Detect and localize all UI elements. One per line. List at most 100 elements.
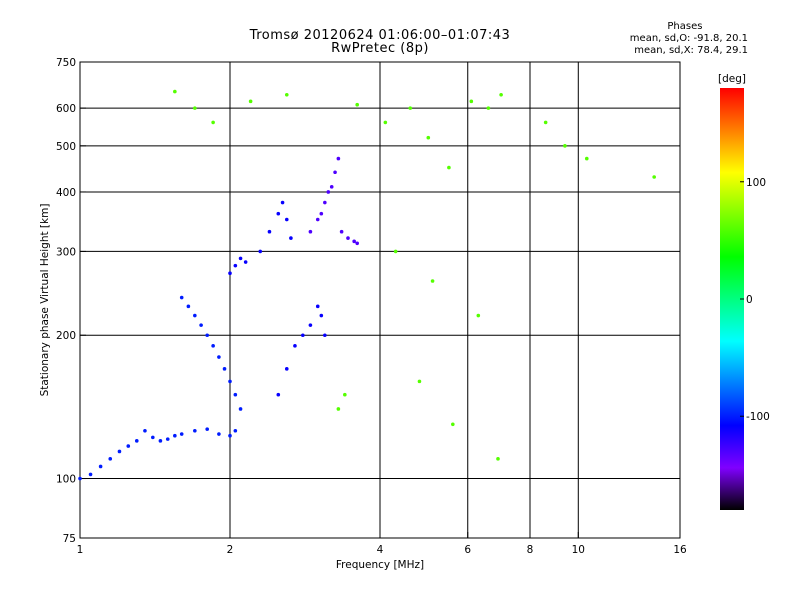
x-tick-label: 8 [527,544,534,556]
data-point [78,476,82,481]
data-point [336,407,341,411]
data-point [193,428,197,433]
chart-subtitle: RwPretec (8p) [331,41,429,56]
data-point [333,170,337,175]
data-point [276,211,281,216]
data-point [584,156,589,161]
y-tick-label: 600 [56,103,76,115]
data-point [315,304,320,309]
data-point [329,185,334,189]
data-point [393,249,398,254]
y-axis-title: Stationary phase Virtual Height [km] [39,204,51,397]
data-point [193,106,197,110]
data-point [476,313,481,318]
y-tick-label: 200 [56,330,76,342]
data-point [301,333,305,338]
data-point [243,260,248,264]
colorbar-tick-label: 100 [746,177,766,189]
data-point [323,333,327,338]
data-point [408,106,413,110]
data-point [173,433,177,438]
data-point [543,120,548,125]
data-point [238,256,243,261]
x-tick-label: 2 [227,544,234,556]
data-point [284,92,289,97]
data-point [258,249,263,254]
data-point [563,144,567,148]
data-point [126,444,131,448]
data-point [315,217,320,222]
y-tick-label: 400 [56,187,76,199]
data-point [352,239,356,244]
phase-stats-x: mean, sd,X: 78.4, 29.1 [634,45,748,56]
data-point [233,392,238,397]
data-point [165,437,170,441]
data-point [496,457,500,461]
phase-stats-heading: Phases [667,21,703,32]
data-point [293,344,297,348]
data-point [205,333,209,338]
data-point [486,106,491,110]
data-point [308,229,313,234]
data-point [447,165,451,170]
data-point [343,392,347,397]
x-axis-title: Frequency [MHz] [336,559,424,571]
data-point [326,190,331,194]
data-point [451,422,455,427]
data-point [193,313,197,318]
data-point [98,464,103,469]
data-point [233,428,238,433]
data-point [211,120,215,125]
phase-stats: Phases mean, sd,O: -91.8, 20.1 mean, sd,… [630,21,748,57]
data-point [319,313,324,318]
data-point [355,102,359,107]
data-point [228,271,232,276]
data-point [430,279,435,283]
y-tick-label: 500 [56,141,76,153]
data-point [652,175,656,179]
data-point [211,344,215,348]
data-point [308,323,313,327]
data-point [186,304,191,309]
data-point [469,99,474,104]
data-point [336,156,341,161]
data-point [117,449,122,454]
data-point [108,457,113,461]
data-point [205,427,209,431]
data-point [284,367,289,371]
phase-stats-o: mean, sd,O: -91.8, 20.1 [629,33,748,44]
data-point [151,435,155,440]
data-point [233,263,238,268]
y-tick-label: 75 [63,533,76,545]
colorbar-tick-label: 0 [746,294,753,306]
data-point [339,229,344,234]
data-point [276,392,281,397]
y-tick-label: 300 [56,246,76,258]
colorbar-label: [deg] [718,73,746,85]
data-point [179,295,184,300]
data-point [383,120,388,125]
data-point [217,432,221,436]
data-point [228,379,232,384]
y-tick-label: 100 [56,474,76,486]
data-point [346,236,350,240]
data-point [199,323,203,327]
data-point [88,472,93,477]
data-point [267,229,272,234]
data-point [217,355,221,359]
data-point [228,433,232,438]
data-point [158,439,163,443]
chart-title: Tromsø 20120624 01:06:00–01:07:43 [249,28,511,43]
x-tick-label: 10 [572,544,585,556]
data-point [319,211,324,216]
data-point [323,200,327,205]
data-point [499,92,503,97]
data-point [426,135,431,140]
data-point [284,217,289,222]
data-point [134,439,139,443]
data-point [222,367,227,371]
colorbar-tick-label: -100 [746,411,770,423]
data-point [173,89,177,94]
x-tick-label: 6 [464,544,471,556]
